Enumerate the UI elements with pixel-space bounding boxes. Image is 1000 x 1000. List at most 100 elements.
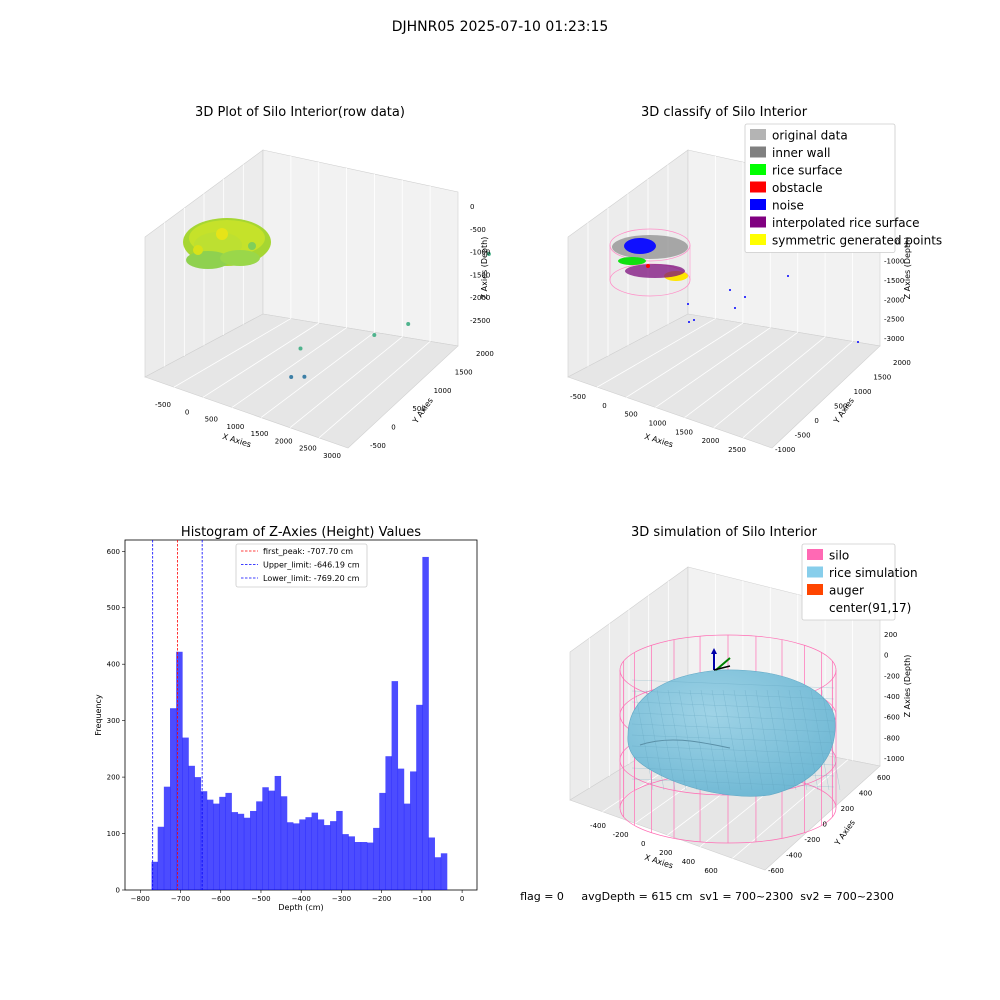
hist-bar	[231, 812, 239, 890]
classify-legend: original data inner wall rice surface obsta…	[744, 123, 942, 253]
legend-label: Upper_limit: -646.19 cm	[263, 561, 360, 570]
grid-line	[655, 327, 771, 408]
rice-mesh-line	[700, 689, 720, 791]
hist-bar	[163, 786, 171, 890]
hist-vlines	[152, 540, 203, 890]
hist-bar	[225, 792, 232, 890]
y-tick-label: 200	[841, 805, 854, 813]
z-tick-label: -2500	[884, 316, 904, 324]
z-tick-label: -800	[884, 734, 900, 742]
x-tick-label: 2500	[728, 446, 746, 454]
z-tick-label: -1000	[470, 249, 490, 257]
rice-mesh-line	[631, 778, 835, 788]
legend-swatch	[750, 164, 766, 175]
y-tick-label: 2000	[893, 359, 911, 367]
hist-bar	[410, 771, 417, 890]
x-tick-label: 0	[602, 402, 606, 410]
legend-label: noise	[772, 199, 804, 213]
hist-bar	[182, 737, 189, 890]
rice-mesh-line	[631, 734, 835, 744]
hist-bar	[373, 827, 380, 890]
hist-bar	[151, 861, 159, 890]
outlier-point	[406, 322, 411, 326]
z-tick-label: -500	[470, 226, 486, 234]
legend-frame	[235, 543, 368, 588]
y-tick-label: 0	[823, 821, 827, 829]
hist-bar	[434, 857, 442, 890]
legend-label: silo	[829, 549, 849, 563]
hist-bar	[336, 810, 343, 890]
legend-swatch	[750, 181, 766, 193]
x-tick-label: 3000	[323, 452, 341, 460]
rice-simulation-surface	[627, 669, 841, 797]
y-tick-label: 500	[107, 604, 120, 612]
z-tick-label: -600	[884, 714, 900, 722]
hist-bar	[379, 792, 386, 890]
legend-label: symmetric generated points	[772, 234, 942, 248]
y-tick-label: 1500	[873, 374, 891, 382]
legend-label: rice simulation	[829, 566, 918, 580]
x-tick-label: -500	[155, 401, 171, 409]
x-tick-label: 200	[659, 849, 672, 857]
panel-simulation-3d: 3D simulation of Silo Interior -400-2000…	[569, 525, 918, 875]
grid-line	[173, 318, 292, 388]
y-tick-label: -500	[370, 442, 386, 450]
legend-label: Lower_limit: -769.20 cm	[263, 574, 360, 583]
x-tick-label: 0	[185, 408, 189, 416]
simulation-legend: silo rice simulation auger center(91,17)	[801, 543, 918, 621]
legend-swatch	[750, 234, 766, 245]
rice-mesh-line	[810, 689, 830, 791]
center-arrows	[711, 648, 731, 671]
panel-histogram: Histogram of Z-Axies (Height) Values −80…	[94, 525, 478, 912]
z-tick-label: -400	[884, 693, 900, 701]
hist-bar	[317, 819, 325, 890]
rice-mesh-line	[656, 689, 676, 791]
simulation-z-label: Z Axies (Depth)	[903, 655, 912, 718]
rice-mesh-line	[631, 767, 835, 777]
y-tick-label: 600	[877, 774, 890, 782]
z-tick-label: -2500	[470, 317, 490, 325]
legend-swatch	[807, 566, 823, 578]
y-tick-label: 400	[859, 790, 872, 798]
y-tick-label: 600	[107, 548, 120, 556]
x-tick-label: 1500	[251, 430, 269, 438]
rice-mesh-line	[766, 689, 786, 791]
y-tick-label: -500	[795, 432, 811, 440]
raw-z-label: Z Axies (Depth)	[480, 237, 489, 300]
simulation-title: 3D simulation of Silo Interior	[631, 525, 818, 540]
y-tick-label: -400	[786, 852, 802, 860]
hist-bar	[385, 756, 392, 890]
panel-classify-3d: 3D classify of Silo Interior -5000500100…	[567, 105, 942, 454]
y-tick-label: 0	[391, 424, 395, 432]
hist-bar	[342, 834, 349, 890]
rice-mesh-line	[722, 689, 742, 791]
panel-raw-3d: 3D Plot of Silo Interior(row data) -5000…	[144, 105, 577, 460]
hist-bar	[262, 787, 269, 890]
hist-bar	[243, 817, 251, 890]
simulation-x-ticks: -400 -200 0 200 400 600	[590, 822, 718, 875]
raw-silo-point-cloud	[183, 218, 271, 269]
x-tick-label: −800	[131, 895, 150, 903]
hist-bar	[311, 812, 319, 890]
legend-label: rice surface	[772, 164, 842, 178]
hist-bars	[151, 556, 448, 890]
hist-bar	[157, 826, 165, 890]
hist-x-ticks: −800 −700 −600 −500 −400 −300 −200 −100 0	[131, 890, 464, 903]
x-tick-label: 400	[682, 858, 695, 866]
legend-label: first_peak: -707.70 cm	[263, 547, 353, 556]
hist-bar	[237, 813, 245, 890]
legend-swatch	[807, 584, 823, 595]
hist-bar	[330, 821, 337, 890]
hist-legend: first_peak: -707.70 cm Upper_limit: -646.…	[235, 543, 368, 588]
raw-3d-axes-box	[144, 149, 459, 449]
legend-label: original data	[772, 129, 848, 143]
rice-mesh-line	[788, 689, 808, 791]
panel-classify-title: 3D classify of Silo Interior	[641, 105, 808, 120]
x-tick-label: -400	[590, 822, 606, 830]
rice-mesh-line	[733, 689, 753, 791]
rice-mesh-line	[631, 723, 835, 733]
x-tick-label: 500	[205, 416, 218, 424]
y-tick-label: 300	[107, 717, 120, 725]
hist-bar	[354, 842, 362, 890]
